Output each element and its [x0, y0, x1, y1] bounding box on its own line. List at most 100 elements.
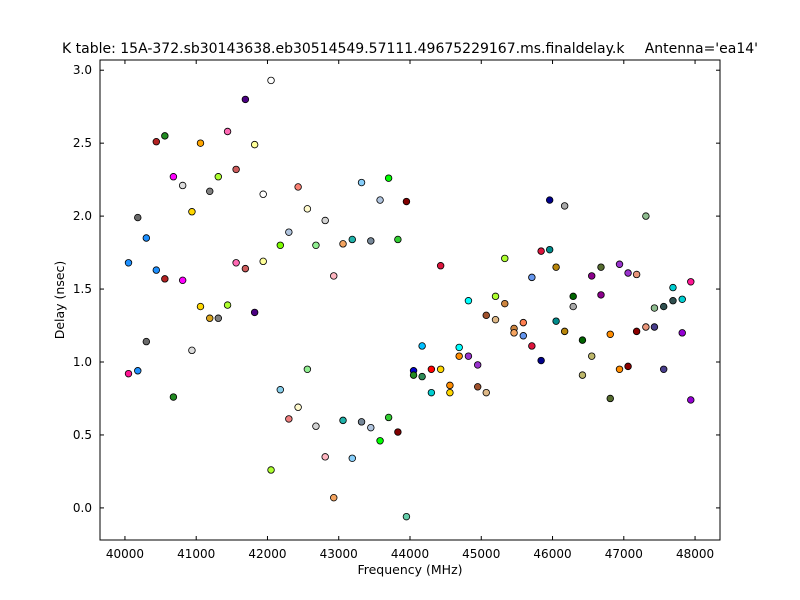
x-tick-label: 44000 — [391, 547, 429, 561]
data-point — [545, 196, 554, 204]
x-tick-label: 40000 — [106, 547, 144, 561]
data-point — [134, 213, 142, 222]
data-point — [560, 327, 569, 336]
chart-title-antenna: Antenna='ea14' — [645, 41, 758, 57]
data-point — [285, 415, 293, 423]
data-point — [455, 343, 463, 352]
data-point — [402, 197, 411, 206]
data-point — [259, 190, 267, 198]
data-point — [394, 428, 402, 436]
data-point — [402, 512, 411, 521]
data-point — [615, 365, 624, 374]
data-point — [303, 365, 312, 374]
data-point — [267, 76, 275, 85]
data-point — [232, 259, 240, 267]
data-point — [196, 139, 205, 147]
data-point — [214, 173, 222, 181]
data-point — [134, 367, 142, 375]
data-point — [276, 241, 284, 249]
data-point — [294, 403, 302, 411]
x-axis-label: Frequency (MHz) — [357, 562, 462, 577]
data-point — [196, 302, 205, 311]
data-point — [214, 314, 222, 322]
data-point — [367, 423, 375, 432]
data-point — [161, 275, 169, 283]
y-tick-label: 1.5 — [73, 282, 92, 296]
data-point — [474, 383, 482, 391]
data-point — [687, 396, 695, 404]
data-point — [464, 352, 473, 360]
data-point — [178, 276, 187, 285]
data-point — [276, 386, 284, 394]
data-point — [588, 272, 596, 280]
data-point — [169, 173, 178, 181]
data-point — [178, 181, 187, 190]
data-point — [569, 292, 577, 301]
data-point — [606, 394, 614, 403]
data-point — [384, 413, 393, 422]
data-point — [376, 196, 384, 204]
data-point — [537, 356, 545, 365]
plot-frame — [99, 59, 721, 541]
data-point — [384, 174, 393, 182]
y-axis-label: Delay (nsec) — [52, 261, 67, 340]
data-point — [552, 317, 560, 325]
data-point — [124, 369, 133, 378]
data-point — [409, 371, 418, 379]
data-point — [394, 235, 402, 244]
data-point — [687, 278, 695, 286]
data-point — [161, 132, 169, 140]
data-point — [339, 240, 347, 248]
data-point — [578, 371, 587, 379]
data-point — [303, 205, 312, 213]
data-point — [223, 127, 232, 136]
y-tick-label: 2.0 — [73, 209, 92, 223]
data-point — [321, 453, 329, 461]
y-tick-label: 3.0 — [73, 63, 92, 77]
data-point — [294, 183, 302, 191]
data-point — [482, 388, 490, 397]
data-point — [560, 202, 569, 210]
x-tick-label: 42000 — [248, 547, 286, 561]
data-point — [285, 228, 293, 236]
data-point — [188, 346, 196, 355]
data-point — [624, 362, 632, 371]
data-point — [427, 388, 436, 397]
data-point — [519, 332, 528, 340]
data-point — [330, 272, 338, 280]
data-point — [678, 295, 686, 303]
data-point — [455, 352, 463, 360]
data-point — [606, 330, 614, 338]
data-point — [436, 365, 445, 374]
x-tick-label: 47000 — [605, 547, 643, 561]
data-point — [312, 422, 320, 430]
data-point — [632, 270, 641, 279]
data-point — [418, 342, 426, 350]
data-point — [312, 241, 320, 249]
data-point — [624, 269, 632, 277]
data-point — [491, 315, 500, 324]
data-point — [142, 337, 151, 346]
data-point — [446, 381, 454, 390]
data-point — [427, 365, 436, 374]
data-point — [519, 318, 528, 327]
data-point — [615, 260, 624, 268]
data-point — [357, 418, 366, 426]
y-tick-label: 0.5 — [73, 428, 92, 442]
data-point — [588, 352, 596, 360]
data-point — [206, 187, 214, 196]
data-point — [169, 393, 178, 401]
data-point — [482, 311, 490, 320]
data-point — [632, 327, 641, 336]
y-tick-label: 1.0 — [73, 355, 92, 369]
y-tick-label: 0.0 — [73, 501, 92, 515]
data-point — [124, 259, 133, 267]
data-point — [597, 263, 605, 271]
data-point — [660, 365, 668, 374]
data-point — [510, 329, 518, 337]
data-point — [436, 262, 445, 270]
data-point — [357, 178, 366, 187]
data-point — [528, 342, 536, 350]
